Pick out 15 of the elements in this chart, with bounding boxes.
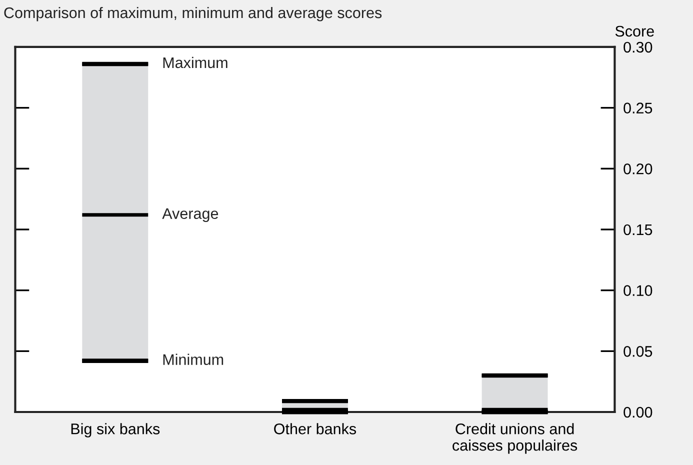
annotation: Maximum — [163, 56, 228, 68]
y-axis-title: Score — [615, 26, 654, 37]
x-tick-label: Credit unions and caisses populaires — [452, 423, 578, 454]
y-tick-label: 0.05 — [624, 346, 652, 357]
chart-title: Comparison of maximum, minimum and average scores — [4, 6, 382, 22]
y-tick-label: 0.00 — [624, 406, 652, 418]
y-tick-label: 0.30 — [624, 42, 652, 53]
y-tick-label: 0.15 — [624, 224, 652, 236]
annotation: Minimum — [163, 354, 224, 365]
y-tick-label: 0.20 — [624, 164, 652, 174]
y-tick-label: 0.10 — [624, 285, 652, 296]
annotation: Average — [162, 208, 218, 222]
x-tick-label: Big six banks — [71, 423, 160, 438]
x-tick-label: Other banks — [274, 423, 356, 434]
y-tick-label: 0.25 — [624, 102, 652, 114]
